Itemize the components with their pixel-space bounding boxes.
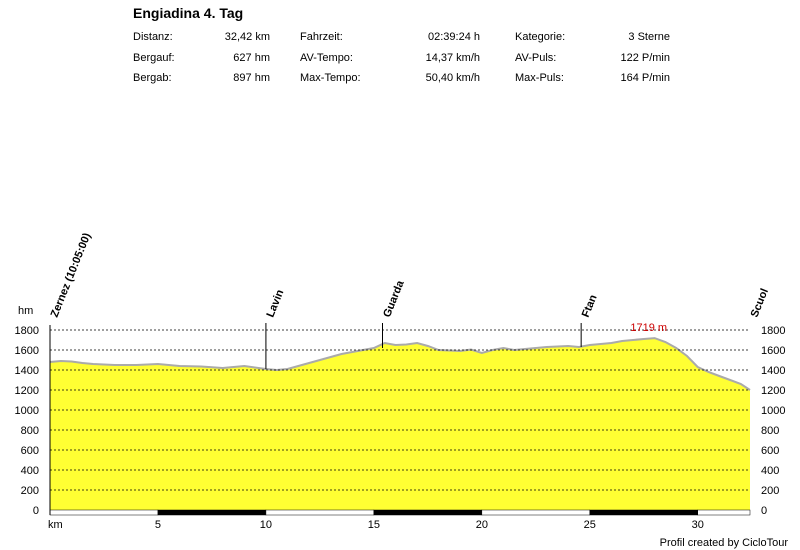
waypoint-label: Scuol — [749, 287, 771, 319]
x-scale-segment — [697, 509, 751, 516]
y-tick-label-right: 200 — [761, 485, 779, 497]
stat-label-bergab: Bergab: — [133, 72, 172, 84]
stat-value-max-tempo: 50,40 km/h — [425, 72, 480, 84]
stat-value-bergab: 897 hm — [233, 72, 270, 84]
x-tick-label: 30 — [692, 519, 704, 531]
stat-value-fahrzeit: 02:39:24 h — [428, 31, 480, 43]
x-tick-label: 10 — [260, 519, 272, 531]
y-tick-label-right: 600 — [761, 445, 779, 457]
x-axis-title: km — [48, 519, 63, 531]
page-title: Engiadina 4. Tag — [133, 5, 244, 21]
y-tick-label-right: 1200 — [761, 385, 785, 397]
max-elevation-label: 1719 m — [630, 322, 667, 334]
elevation-outline — [49, 337, 751, 391]
stat-label-av-tempo: AV-Tempo: — [300, 52, 353, 64]
stat-value-distanz: 32,42 km — [224, 31, 270, 43]
y-tick-label-left: 200 — [21, 485, 39, 497]
y-tick-label-right: 1400 — [761, 365, 785, 377]
x-scale-segment — [157, 509, 267, 516]
waypoint-label: Ftan — [580, 293, 600, 319]
x-scale-segment — [49, 509, 159, 516]
y-tick-label-right: 800 — [761, 425, 779, 437]
x-scale-segment — [265, 509, 375, 516]
y-tick-label-left: 1000 — [15, 405, 39, 417]
y-tick-label-right: 1600 — [761, 345, 785, 357]
stat-label-distanz: Distanz: — [133, 31, 173, 43]
x-scale-segment — [373, 509, 483, 516]
y-tick-label-left: 600 — [21, 445, 39, 457]
y-axis-title: hm — [18, 305, 33, 317]
stat-label-bergauf: Bergauf: — [133, 52, 175, 64]
y-tick-label-left: 400 — [21, 465, 39, 477]
stat-value-bergauf: 627 hm — [233, 52, 270, 64]
x-scale-segment — [589, 509, 698, 516]
waypoint-label: Guarda — [381, 278, 407, 319]
footer-credit: Profil created by CicloTour — [659, 537, 788, 549]
y-tick-label-right: 1000 — [761, 405, 785, 417]
y-tick-label-right: 1800 — [761, 325, 785, 337]
y-tick-label-left: 800 — [21, 425, 39, 437]
y-tick-label-left: 1200 — [15, 385, 39, 397]
y-tick-label-right: 400 — [761, 465, 779, 477]
waypoint-label: Zernez (10:05:00) — [49, 231, 94, 319]
x-scale-segment — [481, 509, 591, 516]
stat-value-max-puls: 164 P/min — [620, 72, 670, 84]
x-tick-label: 5 — [155, 519, 161, 531]
stat-label-max-tempo: Max-Tempo: — [300, 72, 361, 84]
x-tick-label: 20 — [476, 519, 488, 531]
y-tick-label-left: 0 — [33, 505, 39, 517]
stat-label-av-puls: AV-Puls: — [515, 52, 557, 64]
waypoint-label: Lavin — [265, 288, 287, 319]
y-tick-label-left: 1600 — [15, 345, 39, 357]
stat-value-av-puls: 122 P/min — [620, 52, 670, 64]
stat-label-fahrzeit: Fahrzeit: — [300, 31, 343, 43]
stat-value-av-tempo: 14,37 km/h — [425, 52, 480, 64]
x-tick-label: 15 — [368, 519, 380, 531]
y-tick-label-left: 1800 — [15, 325, 39, 337]
y-tick-label-right: 0 — [761, 505, 767, 517]
stat-label-max-puls: Max-Puls: — [515, 72, 564, 84]
elevation-area — [50, 338, 750, 510]
stat-label-kategorie: Kategorie: — [515, 31, 566, 43]
stat-value-kategorie: 3 Sterne — [628, 31, 670, 43]
x-tick-label: 25 — [584, 519, 596, 531]
y-tick-label-left: 1400 — [15, 365, 39, 377]
